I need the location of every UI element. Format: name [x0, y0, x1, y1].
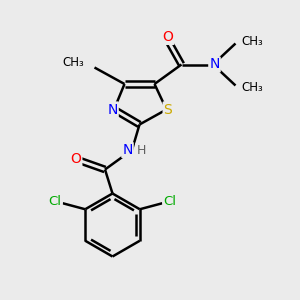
Text: H: H [136, 143, 146, 157]
Text: CH₃: CH₃ [241, 81, 263, 94]
Text: Cl: Cl [163, 195, 176, 208]
Text: Cl: Cl [49, 195, 62, 208]
Text: N: N [122, 143, 133, 157]
Text: O: O [163, 30, 173, 44]
Text: N: N [209, 58, 220, 71]
Text: O: O [70, 152, 81, 166]
Text: CH₃: CH₃ [241, 34, 263, 48]
Text: N: N [107, 103, 118, 116]
Text: S: S [164, 103, 172, 116]
Text: CH₃: CH₃ [62, 56, 84, 70]
